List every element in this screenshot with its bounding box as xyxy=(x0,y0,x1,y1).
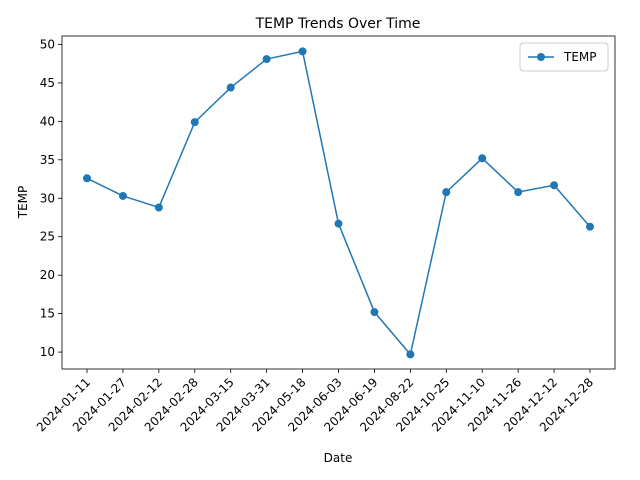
legend-label: TEMP xyxy=(563,50,597,64)
data-point xyxy=(334,219,343,228)
y-tick-label: 30 xyxy=(40,191,55,205)
y-tick-label: 35 xyxy=(40,153,55,167)
data-point xyxy=(118,191,127,200)
data-point xyxy=(226,83,235,92)
y-tick-label: 10 xyxy=(40,345,55,359)
data-point xyxy=(298,47,307,56)
data-point xyxy=(190,118,199,127)
y-tick-label: 50 xyxy=(40,37,55,51)
data-point xyxy=(406,350,415,359)
data-point xyxy=(550,181,559,190)
data-point xyxy=(83,174,91,183)
y-tick-label: 15 xyxy=(40,307,55,321)
data-point xyxy=(586,222,594,231)
data-point xyxy=(442,188,451,197)
y-axis-label: TEMP xyxy=(16,186,30,220)
y-tick-label: 45 xyxy=(40,76,55,90)
data-point xyxy=(154,203,163,212)
data-point xyxy=(514,188,523,197)
y-tick-label: 20 xyxy=(40,268,55,282)
legend-box xyxy=(519,42,609,72)
x-axis-label: Date xyxy=(324,451,353,465)
data-point xyxy=(478,154,487,163)
legend-marker xyxy=(537,53,545,61)
data-point xyxy=(262,55,271,64)
chart-title: TEMP Trends Over Time xyxy=(255,16,421,32)
y-tick-label: 25 xyxy=(40,230,55,244)
y-tick-label: 40 xyxy=(40,114,55,128)
legend: TEMP xyxy=(519,42,609,72)
data-point xyxy=(370,308,379,317)
